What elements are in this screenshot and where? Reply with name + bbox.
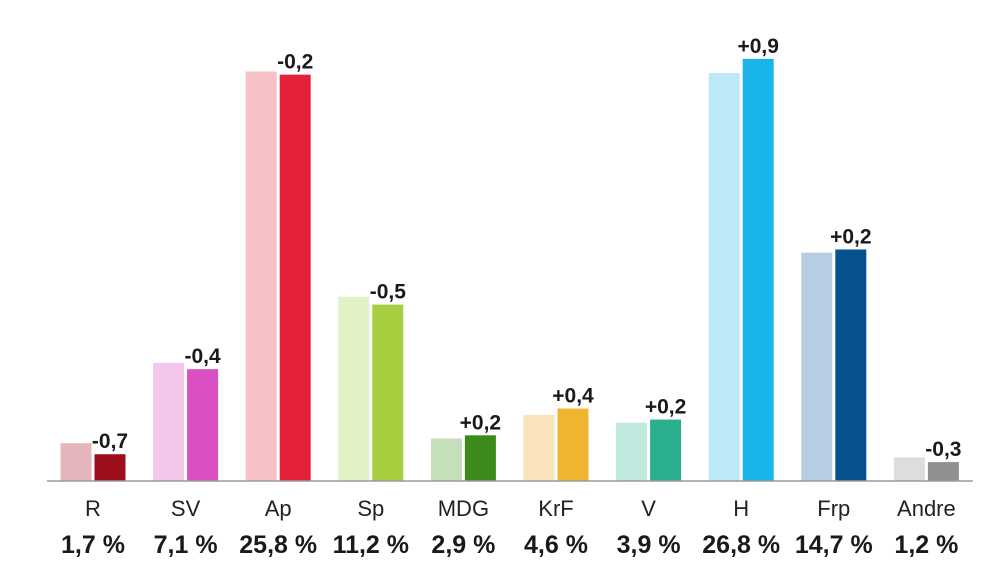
percent-label-krf: 4,6 % bbox=[524, 531, 588, 559]
bar-previous-ap bbox=[245, 71, 277, 481]
party-label-v: V bbox=[641, 496, 656, 521]
bar-current-h bbox=[742, 58, 774, 482]
bar-previous-mdg bbox=[430, 438, 462, 481]
change-label-ap: -0,2 bbox=[277, 51, 313, 74]
bar-current-sp bbox=[372, 304, 404, 481]
percent-label-andre: 1,2 % bbox=[894, 531, 958, 559]
bar-previous-sv bbox=[153, 362, 185, 481]
party-label-r: R bbox=[85, 496, 101, 521]
party-label-sp: Sp bbox=[357, 496, 384, 521]
bar-current-krf bbox=[557, 408, 589, 481]
bar-previous-frp bbox=[801, 252, 833, 481]
bar-current-r bbox=[94, 454, 126, 481]
percent-label-ap: 25,8 % bbox=[239, 531, 317, 559]
party-label-andre: Andre bbox=[897, 496, 956, 521]
party-label-sv: SV bbox=[171, 496, 201, 521]
percent-label-sv: 7,1 % bbox=[154, 531, 218, 559]
bar-previous-andre bbox=[893, 457, 925, 481]
bar-previous-sp bbox=[338, 296, 370, 481]
party-label-frp: Frp bbox=[817, 496, 850, 521]
change-label-andre: -0,3 bbox=[925, 438, 961, 461]
percent-label-r: 1,7 % bbox=[61, 531, 125, 559]
party-label-ap: Ap bbox=[265, 496, 292, 521]
change-label-krf: +0,4 bbox=[552, 385, 594, 408]
labels-layer: -0,7 R 1,7 % -0,4 SV 7,1 % -0,2 Ap 25,8 % -0,5 Sp 1… bbox=[61, 35, 961, 559]
bars-layer bbox=[60, 58, 959, 482]
change-label-sv: -0,4 bbox=[185, 345, 222, 368]
change-label-sp: -0,5 bbox=[370, 281, 407, 304]
bar-previous-krf bbox=[523, 414, 555, 481]
change-label-h: +0,9 bbox=[737, 35, 778, 58]
bar-previous-r bbox=[60, 443, 92, 481]
percent-label-sp: 11,2 % bbox=[333, 531, 409, 559]
party-label-h: H bbox=[733, 496, 749, 521]
bar-current-andre bbox=[927, 462, 959, 481]
percent-label-v: 3,9 % bbox=[617, 531, 681, 559]
change-label-v: +0,2 bbox=[645, 396, 686, 419]
party-label-krf: KrF bbox=[538, 496, 573, 521]
bar-current-ap bbox=[279, 74, 311, 482]
bar-current-sv bbox=[187, 369, 219, 481]
percent-label-mdg: 2,9 % bbox=[431, 531, 495, 559]
bar-current-v bbox=[650, 419, 682, 481]
bar-previous-h bbox=[708, 73, 740, 481]
change-label-r: -0,7 bbox=[92, 430, 128, 453]
percent-label-frp: 14,7 % bbox=[795, 531, 873, 559]
percent-label-h: 26,8 % bbox=[702, 531, 780, 559]
bar-previous-v bbox=[616, 422, 648, 481]
bar-current-mdg bbox=[464, 435, 496, 481]
party-label-mdg: MDG bbox=[438, 496, 489, 521]
change-label-frp: +0,2 bbox=[830, 225, 871, 248]
change-label-mdg: +0,2 bbox=[460, 411, 501, 434]
bar-current-frp bbox=[835, 249, 867, 481]
